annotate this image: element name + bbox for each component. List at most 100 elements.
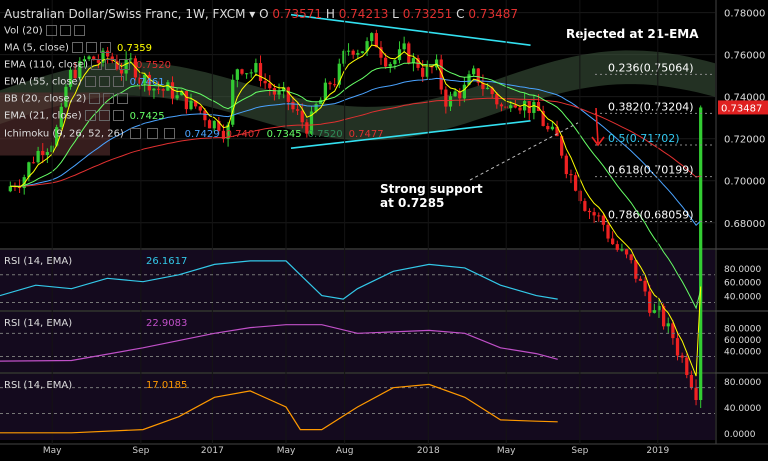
indicator-row[interactable]: MA (5, close) 0.7359 [4,42,152,54]
rsi-tick-label: 60.0000 [724,336,761,346]
candle-body [467,74,471,85]
candle-body [555,126,559,137]
candle-body [518,107,522,111]
o-value: 0.73571 [272,7,323,21]
price-tick-label: 0.76000 [724,51,765,62]
candle-body [203,110,207,121]
settings-icon[interactable] [59,25,71,36]
eye-icon[interactable] [130,128,142,139]
candle-body [661,305,666,327]
indicator-row[interactable]: Vol (20) [4,25,85,37]
ichimoku-value: 0.7345 [266,128,302,140]
candle-body [476,68,480,83]
down-arrow [591,107,605,147]
close-icon[interactable] [117,93,129,104]
eye-icon[interactable] [90,59,102,70]
candle-body [337,63,341,85]
settings-icon[interactable] [85,42,97,53]
candle-body [82,59,87,62]
settings-icon[interactable] [98,110,110,121]
ichimoku-value: 0.7477 [348,128,384,140]
candle-body [374,33,378,48]
candle-body [231,79,235,125]
l-label: L [392,7,399,21]
candle-body [601,215,606,225]
indicator-row[interactable]: EMA (110, close) 0.7520 [4,59,171,71]
candle-body [671,323,675,339]
rejected-annotation: Rejected at 21-EMA [566,27,699,41]
close-icon[interactable] [118,59,130,70]
ichimoku-value: 0.7520 [307,128,343,140]
rsi-value-3: 17.0185 [146,380,187,391]
candle-body [73,69,77,79]
support-annotation-line2: at 0.7285 [380,196,444,210]
o-label: O [259,7,269,21]
candle-body [300,110,304,123]
settings-icon[interactable] [98,76,110,87]
candle-body [356,53,360,55]
candle-body [643,280,647,292]
candle-body [143,74,147,84]
candle-body [45,152,50,155]
close-icon[interactable] [112,76,124,87]
candle-body [189,100,193,110]
ma-5-line [10,44,702,377]
indicator-row[interactable]: EMA (55, close) 0.7461 [4,76,165,88]
time-tick-label: May [43,446,62,456]
indicator-value: 0.7461 [129,76,165,88]
time-tick-label: 2017 [201,446,224,456]
close-icon[interactable] [164,128,176,139]
candle-body [453,91,457,97]
candle-body [110,56,114,62]
rsi-title-1: RSI (14, EMA) [4,256,72,267]
candle-body [425,66,429,77]
candle-body [597,215,601,217]
ichimoku-cloud-bear [0,92,110,156]
candle-body [184,90,189,110]
candle-body [175,95,179,99]
candle-body [383,57,388,67]
rsi-tick-label: 80.0000 [724,325,761,335]
candle-body [105,50,110,57]
eye-icon[interactable] [45,25,57,36]
candle-body [532,101,536,113]
eye-icon[interactable] [71,42,83,53]
candle-body [36,150,40,163]
symbol-title[interactable]: Australian Dollar/Swiss Franc, 1W, FXCM [4,7,246,21]
candle-body [638,278,643,281]
candle-body [481,82,485,90]
close-icon[interactable] [99,42,111,53]
symbol-dropdown-icon[interactable]: ▾ [249,7,256,21]
indicator-row[interactable]: EMA (21, close) 0.7425 [4,110,165,122]
settings-icon[interactable] [147,128,159,139]
rsi-value-2: 22.9083 [146,318,187,329]
eye-icon[interactable] [84,110,96,121]
c-value: 0.73487 [468,7,518,21]
indicator-value: 0.7425 [129,110,165,122]
indicator-row[interactable]: BB (20, close, 2) [4,93,129,105]
candle-body [249,72,253,74]
settings-icon[interactable] [104,59,116,70]
candle-body [272,88,277,95]
candle-body [8,186,12,192]
eye-icon[interactable] [84,76,96,87]
fib-label-0.236: 0.236(0.75064) [608,61,694,74]
candle-body [328,82,332,85]
l-value: 0.73251 [402,7,453,21]
settings-icon[interactable] [103,93,115,104]
close-icon[interactable] [73,25,85,36]
rsi-title-3: RSI (14, EMA) [4,380,72,391]
ema-55-line [10,77,702,226]
candle-body [458,91,462,99]
close-icon[interactable] [112,110,124,121]
eye-icon[interactable] [89,93,101,104]
candle-body [323,82,328,100]
rsi-tick-label: 80.0000 [724,378,761,388]
ichimoku-legend[interactable]: Ichimoku (9, 26, 52, 26) 0.7429 0.7407 0.7… [4,128,384,140]
candle-body [536,101,541,111]
rsi-line-2 [0,324,558,362]
candle-body [495,94,499,105]
candle-body [68,69,73,87]
candle-body [573,175,578,191]
candle-body [421,67,425,77]
